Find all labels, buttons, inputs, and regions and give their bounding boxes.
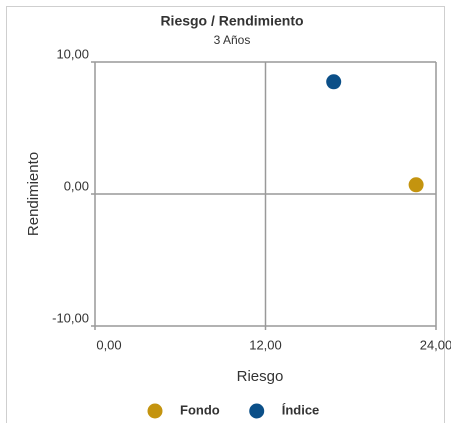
y-axis-label: Rendimiento xyxy=(25,152,42,236)
x-tick-label: 24,00 xyxy=(420,337,451,352)
legend-swatch xyxy=(147,403,163,419)
x-tick-label: 0,00 xyxy=(96,337,121,352)
chart-title: Riesgo / Rendimiento xyxy=(160,13,303,29)
scatter-point xyxy=(408,177,424,193)
y-tick-label: 0,00 xyxy=(64,178,89,193)
y-tick-label: -10,00 xyxy=(52,310,89,325)
panel-border xyxy=(6,6,445,423)
x-tick-label: 12,00 xyxy=(249,337,282,352)
legend-label: Índice xyxy=(282,402,320,417)
scatter-point xyxy=(326,74,342,90)
y-tick-label: 10,00 xyxy=(56,46,89,61)
legend-label: Fondo xyxy=(180,402,220,417)
x-axis-label: Riesgo xyxy=(237,368,284,385)
legend-swatch xyxy=(249,403,265,419)
chart-subtitle: 3 Años xyxy=(214,33,251,47)
